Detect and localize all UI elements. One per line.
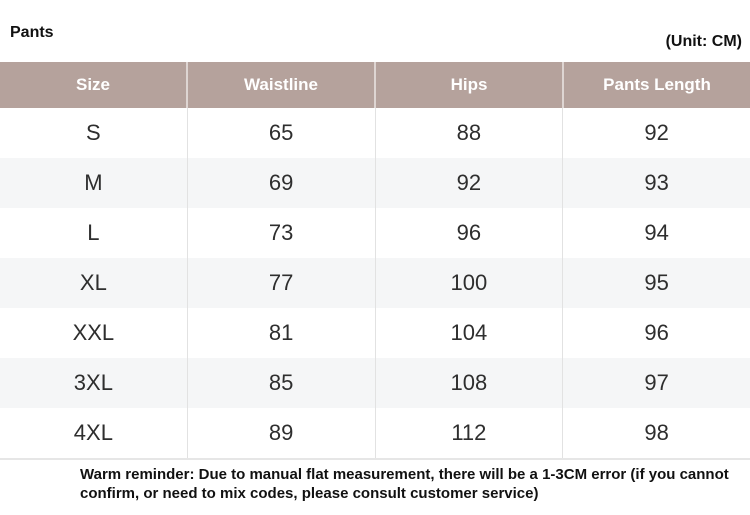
- footer-note-text: Warm reminder: Due to manual flat measur…: [80, 466, 729, 502]
- table-row: XL 77 100 95: [0, 258, 750, 308]
- waistline-cell: 89: [186, 408, 375, 458]
- column-header-pants-length: Pants Length: [562, 62, 750, 108]
- pants-length-cell: 98: [562, 408, 750, 458]
- column-header-size: Size: [75, 75, 111, 94]
- size-cell: M: [84, 170, 103, 195]
- waistline-cell: 81: [186, 308, 375, 358]
- size-cell: XL: [79, 270, 107, 295]
- hips-cell: 104: [374, 308, 563, 358]
- table-row: M 69 92 93: [0, 158, 750, 208]
- waistline-cell: 73: [186, 208, 375, 258]
- table-row: L 73 96 94: [0, 208, 750, 258]
- size-cell: 4XL: [73, 420, 113, 445]
- pants-length-cell: 94: [562, 208, 750, 258]
- footer-note: Warm reminder: Due to manual flat measur…: [0, 465, 740, 503]
- unit-label: (Unit: CM): [665, 33, 742, 50]
- hips-cell: 112: [374, 408, 563, 458]
- waistline-cell: 77: [186, 258, 375, 308]
- topbar: Pants (Unit: CM): [0, 0, 750, 62]
- hips-cell: 92: [374, 158, 563, 208]
- column-header-waistline: Waistline: [186, 62, 374, 108]
- waistline-cell: 65: [186, 108, 375, 158]
- table-row: 4XL 89 112 98: [0, 408, 750, 458]
- page-title: Pants: [10, 24, 54, 41]
- pants-length-cell: 95: [562, 258, 750, 308]
- hips-cell: 88: [374, 108, 563, 158]
- column-header-hips: Hips: [374, 62, 562, 108]
- waistline-cell: 69: [186, 158, 375, 208]
- pants-length-cell: 96: [562, 308, 750, 358]
- size-chart-table: Size Waistline Hips Pants Length S 65 88 92…: [0, 62, 750, 460]
- waistline-cell: 85: [186, 358, 375, 408]
- size-cell: S: [86, 120, 101, 145]
- table-body: S 65 88 92 M 69 92 93 L 73 96 94 XL 77 100 95 XXL 81 104 96…: [0, 108, 750, 458]
- hips-cell: 100: [374, 258, 563, 308]
- pants-length-cell: 93: [562, 158, 750, 208]
- table-header-row: Size Waistline Hips Pants Length: [0, 62, 750, 108]
- size-cell: L: [87, 220, 100, 245]
- size-cell: 3XL: [73, 370, 113, 395]
- table-row: 3XL 85 108 97: [0, 358, 750, 408]
- table-row: XXL 81 104 96: [0, 308, 750, 358]
- table-row: S 65 88 92: [0, 108, 750, 158]
- pants-length-cell: 97: [562, 358, 750, 408]
- size-cell: XXL: [72, 320, 115, 345]
- hips-cell: 96: [374, 208, 563, 258]
- pants-length-cell: 92: [562, 108, 750, 158]
- hips-cell: 108: [374, 358, 563, 408]
